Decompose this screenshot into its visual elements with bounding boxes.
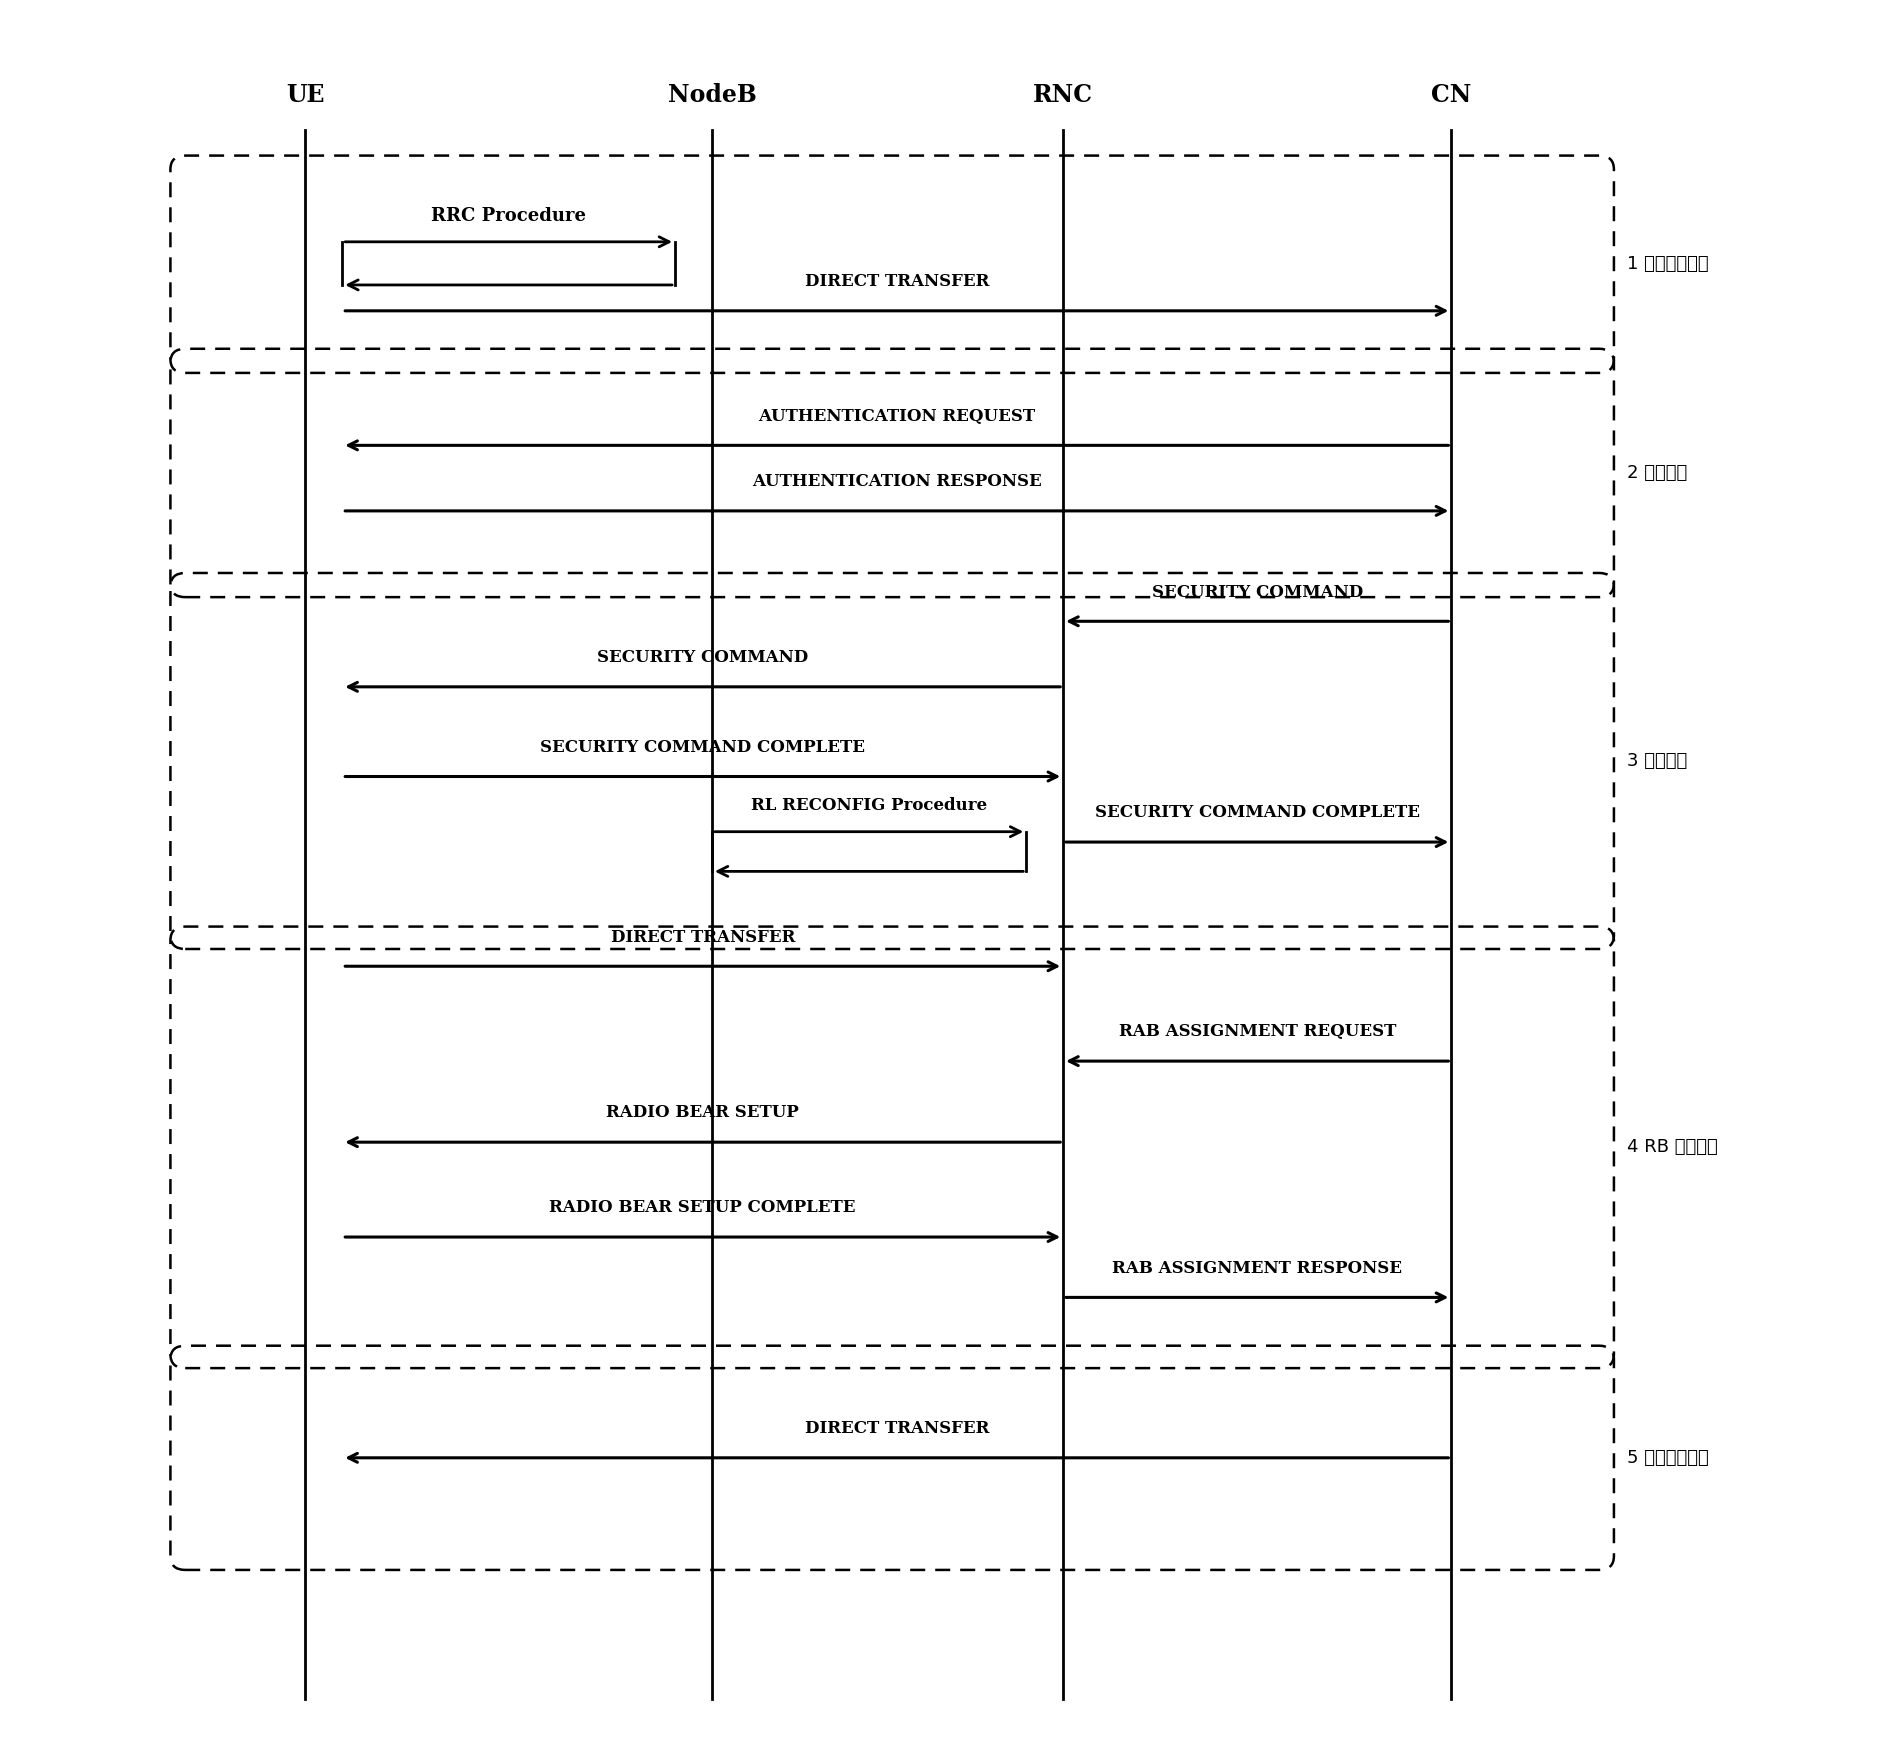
Text: RAB ASSIGNMENT RESPONSE: RAB ASSIGNMENT RESPONSE: [1113, 1260, 1401, 1276]
Text: RAB ASSIGNMENT REQUEST: RAB ASSIGNMENT REQUEST: [1118, 1023, 1396, 1040]
Text: SECURITY COMMAND COMPLETE: SECURITY COMMAND COMPLETE: [1094, 804, 1420, 822]
Text: 4 RB 建立过程: 4 RB 建立过程: [1628, 1139, 1718, 1156]
Text: SECURITY COMMAND COMPLETE: SECURITY COMMAND COMPLETE: [539, 739, 866, 755]
Text: DIRECT TRANSFER: DIRECT TRANSFER: [611, 929, 794, 945]
Text: RNC: RNC: [1034, 83, 1094, 107]
Text: DIRECT TRANSFER: DIRECT TRANSFER: [805, 1420, 988, 1438]
Text: RL RECONFIG Procedure: RL RECONFIG Procedure: [751, 797, 986, 815]
Text: DIRECT TRANSFER: DIRECT TRANSFER: [805, 273, 988, 290]
Text: 3 加密过程: 3 加密过程: [1628, 752, 1688, 769]
Text: AUTHENTICATION REQUEST: AUTHENTICATION REQUEST: [758, 408, 1035, 424]
Text: AUTHENTICATION RESPONSE: AUTHENTICATION RESPONSE: [753, 473, 1041, 491]
Text: RADIO BEAR SETUP COMPLETE: RADIO BEAR SETUP COMPLETE: [549, 1199, 856, 1216]
Text: SECURITY COMMAND: SECURITY COMMAND: [598, 649, 809, 665]
Text: 1 上行直传过程: 1 上行直传过程: [1628, 255, 1709, 273]
Text: RRC Procedure: RRC Procedure: [432, 206, 587, 225]
Text: UE: UE: [287, 83, 324, 107]
Text: SECURITY COMMAND: SECURITY COMMAND: [1152, 584, 1364, 600]
Text: CN: CN: [1431, 83, 1471, 107]
Text: NodeB: NodeB: [668, 83, 756, 107]
Text: RADIO BEAR SETUP: RADIO BEAR SETUP: [605, 1105, 800, 1121]
Text: 5 下行直传过程: 5 下行直传过程: [1628, 1448, 1709, 1466]
Text: 2 鉴权过程: 2 鉴权过程: [1628, 465, 1688, 482]
